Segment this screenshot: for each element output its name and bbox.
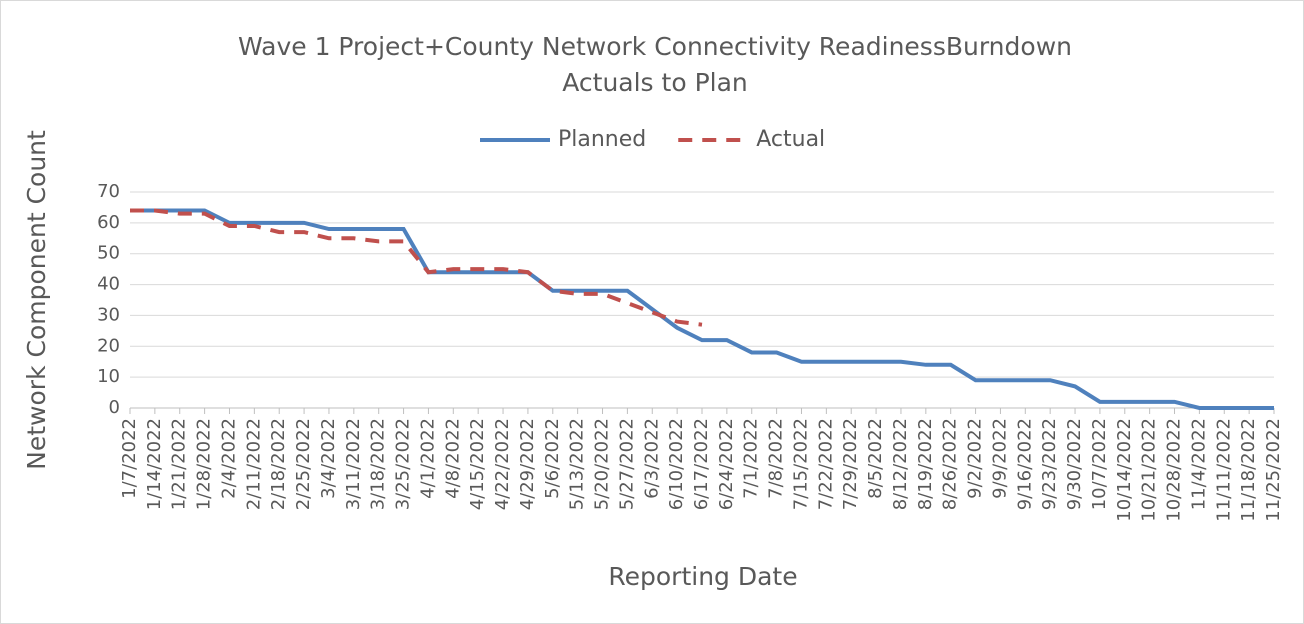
x-tick-label: 3/4/2022 <box>318 418 339 499</box>
x-tick-label: 7/22/2022 <box>815 418 836 510</box>
legend-label: Actual <box>756 127 825 152</box>
x-tick-label: 2/18/2022 <box>268 418 289 510</box>
x-tick-label: 9/30/2022 <box>1064 418 1085 510</box>
y-axis-title: Network Component Count <box>22 130 51 470</box>
x-tick-label: 10/7/2022 <box>1089 418 1110 510</box>
x-tick-label: 2/11/2022 <box>243 418 264 510</box>
x-tick-label: 11/11/2022 <box>1213 418 1234 522</box>
x-tick-label: 5/20/2022 <box>592 418 613 510</box>
x-tick-label: 4/15/2022 <box>467 418 488 510</box>
x-tick-label: 4/8/2022 <box>442 418 463 499</box>
x-tick-label: 2/25/2022 <box>293 418 314 510</box>
x-tick-label: 7/8/2022 <box>766 418 787 499</box>
x-tick-label: 10/28/2022 <box>1164 418 1185 522</box>
x-tick-label: 7/29/2022 <box>840 418 861 510</box>
chart-title: Wave 1 Project+County Network Connectivi… <box>238 32 1072 61</box>
x-tick-label: 11/25/2022 <box>1263 418 1284 522</box>
y-tick-label: 60 <box>97 212 120 233</box>
chart-title: Actuals to Plan <box>562 68 748 97</box>
x-tick-label: 3/25/2022 <box>393 418 414 510</box>
x-tick-label: 6/10/2022 <box>666 418 687 510</box>
x-tick-label: 2/4/2022 <box>218 418 239 499</box>
series-line <box>130 208 703 327</box>
x-tick-label: 4/29/2022 <box>517 418 538 510</box>
x-tick-label: 10/14/2022 <box>1114 418 1135 522</box>
x-tick-label: 4/1/2022 <box>417 418 438 499</box>
legend-label: Planned <box>558 127 646 152</box>
x-tick-label: 4/22/2022 <box>492 418 513 510</box>
x-tick-label: 6/17/2022 <box>691 418 712 510</box>
x-tick-label: 8/26/2022 <box>940 418 961 510</box>
x-tick-label: 1/7/2022 <box>119 418 140 499</box>
x-tick-label: 8/5/2022 <box>865 418 886 499</box>
x-tick-label: 1/14/2022 <box>144 418 165 510</box>
y-tick-label: 20 <box>97 335 120 356</box>
x-tick-label: 1/28/2022 <box>194 418 215 510</box>
x-tick-label: 5/13/2022 <box>567 418 588 510</box>
x-tick-label: 5/27/2022 <box>616 418 637 510</box>
y-tick-label: 70 <box>97 181 120 202</box>
x-tick-label: 3/18/2022 <box>368 418 389 510</box>
x-tick-label: 8/12/2022 <box>890 418 911 510</box>
x-tick-label: 11/18/2022 <box>1238 418 1259 522</box>
x-tick-label: 10/21/2022 <box>1139 418 1160 522</box>
x-tick-label: 9/16/2022 <box>1014 418 1035 510</box>
x-tick-label: 3/11/2022 <box>343 418 364 510</box>
x-tick-label: 9/9/2022 <box>989 418 1010 499</box>
y-tick-label: 40 <box>97 274 120 295</box>
x-tick-label: 9/23/2022 <box>1039 418 1060 510</box>
x-tick-label: 7/15/2022 <box>790 418 811 510</box>
y-tick-label: 0 <box>109 397 120 418</box>
y-tick-label: 30 <box>97 304 120 325</box>
x-tick-label: 7/1/2022 <box>741 418 762 499</box>
x-tick-label: 1/21/2022 <box>169 418 190 510</box>
series-line <box>130 208 1274 410</box>
x-tick-label: 11/4/2022 <box>1188 418 1209 510</box>
y-tick-label: 10 <box>97 366 120 387</box>
x-tick-label: 6/3/2022 <box>641 418 662 499</box>
x-tick-label: 9/2/2022 <box>965 418 986 499</box>
x-tick-label: 5/6/2022 <box>542 418 563 499</box>
x-axis-title: Reporting Date <box>608 562 797 591</box>
x-tick-label: 8/19/2022 <box>915 418 936 510</box>
y-tick-label: 50 <box>97 243 120 264</box>
x-tick-label: 6/24/2022 <box>716 418 737 510</box>
